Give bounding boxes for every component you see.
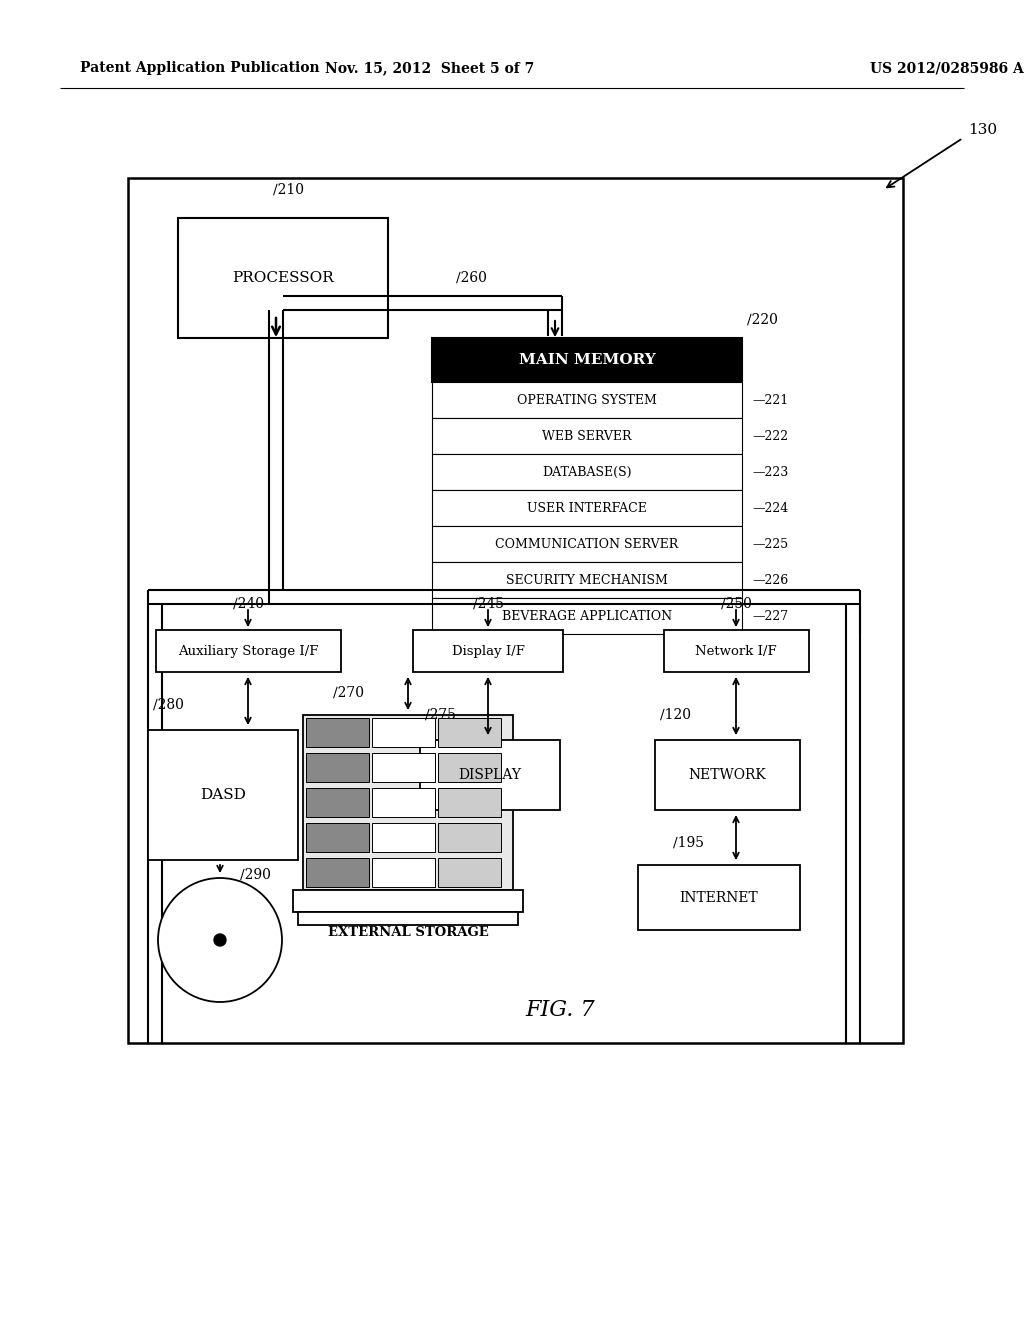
Text: —223: —223: [752, 466, 788, 479]
Bar: [432, 598, 742, 634]
Text: DATABASE(S): DATABASE(S): [543, 466, 632, 479]
Bar: [438, 752, 501, 781]
Text: Network I/F: Network I/F: [695, 644, 777, 657]
Bar: [372, 858, 435, 887]
Text: Patent Application Publication: Patent Application Publication: [80, 61, 319, 75]
Bar: [655, 741, 800, 810]
Circle shape: [214, 935, 226, 946]
Bar: [432, 490, 742, 525]
Text: COMMUNICATION SERVER: COMMUNICATION SERVER: [496, 537, 679, 550]
Text: —226: —226: [752, 573, 788, 586]
Bar: [432, 562, 742, 598]
Bar: [432, 454, 742, 490]
Text: Display I/F: Display I/F: [452, 644, 524, 657]
Text: ∕260: ∕260: [456, 271, 486, 285]
Text: US 2012/0285986 A1: US 2012/0285986 A1: [870, 61, 1024, 75]
Bar: [438, 858, 501, 887]
Text: ∕270: ∕270: [333, 686, 364, 700]
Bar: [178, 218, 388, 338]
Text: Nov. 15, 2012  Sheet 5 of 7: Nov. 15, 2012 Sheet 5 of 7: [326, 61, 535, 75]
Bar: [432, 381, 742, 418]
Text: —224: —224: [752, 502, 788, 515]
Bar: [420, 741, 560, 810]
Text: 130: 130: [968, 123, 997, 137]
Bar: [372, 752, 435, 781]
Bar: [306, 822, 369, 851]
Bar: [432, 418, 742, 454]
Bar: [664, 630, 809, 672]
Text: ∕290: ∕290: [240, 869, 271, 882]
Text: ∕280: ∕280: [153, 698, 184, 711]
Bar: [306, 752, 369, 781]
Bar: [306, 718, 369, 747]
Text: ∕240: ∕240: [233, 597, 264, 611]
Bar: [432, 338, 742, 381]
Bar: [438, 822, 501, 851]
Ellipse shape: [158, 878, 282, 1002]
Bar: [438, 788, 501, 817]
Text: ∕120: ∕120: [660, 708, 691, 722]
Text: USER INTERFACE: USER INTERFACE: [527, 502, 647, 515]
Text: ∕250: ∕250: [721, 597, 752, 611]
Text: WEB SERVER: WEB SERVER: [543, 429, 632, 442]
Text: MAIN MEMORY: MAIN MEMORY: [518, 352, 655, 367]
Bar: [128, 178, 903, 1043]
Bar: [372, 822, 435, 851]
Text: Auxiliary Storage I/F: Auxiliary Storage I/F: [178, 644, 318, 657]
Bar: [293, 890, 523, 912]
Text: —225: —225: [752, 537, 788, 550]
Bar: [372, 718, 435, 747]
Bar: [432, 525, 742, 562]
Bar: [438, 718, 501, 747]
Bar: [298, 912, 518, 925]
Bar: [638, 865, 800, 931]
Text: INTERNET: INTERNET: [680, 891, 759, 904]
Text: BEVERAGE APPLICATION: BEVERAGE APPLICATION: [502, 610, 672, 623]
Text: ∕220: ∕220: [746, 313, 778, 327]
Text: —222: —222: [752, 429, 788, 442]
Text: —227: —227: [752, 610, 788, 623]
Text: NETWORK: NETWORK: [688, 768, 766, 781]
Text: OPERATING SYSTEM: OPERATING SYSTEM: [517, 393, 657, 407]
Bar: [156, 630, 341, 672]
Text: SECURITY MECHANISM: SECURITY MECHANISM: [506, 573, 668, 586]
Text: FIG. 7: FIG. 7: [525, 999, 595, 1020]
Text: ∕210: ∕210: [273, 183, 304, 197]
Bar: [306, 858, 369, 887]
Text: ∕195: ∕195: [673, 836, 705, 850]
Bar: [303, 715, 513, 890]
Bar: [413, 630, 563, 672]
Text: —221: —221: [752, 393, 788, 407]
Text: ∕275: ∕275: [425, 708, 456, 722]
Bar: [148, 730, 298, 861]
Text: PROCESSOR: PROCESSOR: [232, 271, 334, 285]
Text: DASD: DASD: [200, 788, 246, 803]
Bar: [372, 788, 435, 817]
Text: ∕245: ∕245: [473, 597, 504, 611]
Text: DISPLAY: DISPLAY: [459, 768, 521, 781]
Text: EXTERNAL STORAGE: EXTERNAL STORAGE: [328, 927, 488, 940]
Bar: [306, 788, 369, 817]
